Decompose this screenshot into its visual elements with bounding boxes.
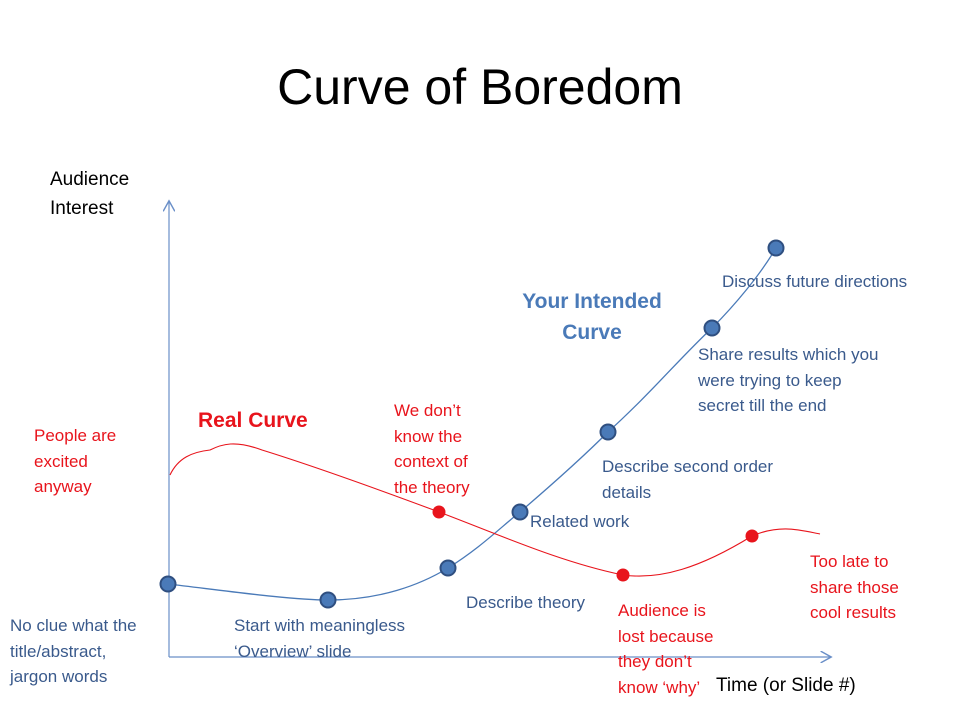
intended-curve-point-3 xyxy=(511,503,529,521)
intended-curve-point-0 xyxy=(159,575,177,593)
intended-point-label-5: Share results which you were trying to k… xyxy=(698,342,878,419)
label-line: ‘Overview’ slide xyxy=(234,641,352,661)
real-curve-point-0 xyxy=(432,505,446,519)
real-curve-title: Real Curve xyxy=(198,409,308,432)
label-line: secret till the end xyxy=(698,396,827,415)
real-point-label-1: Audience is lost because they don’t know… xyxy=(618,598,713,700)
y-axis-label-line-2: Interest xyxy=(50,198,114,219)
label-line: were trying to keep xyxy=(698,370,842,390)
label-line: they don’t xyxy=(618,652,692,671)
intended-point-label-2: Describe theory xyxy=(466,590,585,616)
label-line: the theory xyxy=(394,477,470,497)
label-line: details xyxy=(602,482,652,502)
label-line: Describe second order xyxy=(602,457,774,476)
x-axis-label: Time (or Slide #) xyxy=(716,675,856,696)
real-point-label-0: We don’t know the context of the theory xyxy=(394,398,470,500)
label-line: jargon words xyxy=(10,667,108,686)
intended-curve-point-4 xyxy=(599,423,617,441)
intended-point-label-4: Describe second order details xyxy=(602,454,773,505)
intended-point-label-6: Discuss future directions xyxy=(722,269,907,295)
intended-point-label-0: No clue what the title/abstract, jargon … xyxy=(10,613,137,690)
intended-curve-point-6 xyxy=(767,239,785,257)
intended-point-label-1: Start with meaningless ‘Overview’ slide xyxy=(234,613,405,664)
intended-point-label-3: Related work xyxy=(530,509,629,535)
label-line: lost because xyxy=(618,626,714,646)
label-line: We don’t xyxy=(394,401,461,420)
label-line: context of xyxy=(394,452,468,471)
slide-title: Curve of Boredom xyxy=(277,59,683,115)
real-curve-point-2 xyxy=(745,529,759,543)
intended-curve-title-line-2: Curve xyxy=(562,321,622,344)
intended-curve-title-line-1: Your Intended xyxy=(522,290,662,313)
label-line: know the xyxy=(394,426,463,446)
label-line: Share results which you xyxy=(698,345,879,364)
intended-curve-point-5 xyxy=(703,319,721,337)
start-label-line-2: excited xyxy=(34,451,88,471)
label-line: Too late to xyxy=(810,552,889,571)
real-curve-line xyxy=(169,443,821,577)
label-line: cool results xyxy=(810,603,896,622)
label-line: Related work xyxy=(530,512,630,531)
intended-curve-title: Your Intended Curve xyxy=(508,286,676,348)
label-line: title/abstract, xyxy=(10,641,107,661)
label-line: Describe theory xyxy=(466,593,586,612)
real-curve-start-label: People are excited anyway xyxy=(34,423,116,500)
label-line: Discuss future directions xyxy=(722,272,908,291)
label-line: Start with meaningless xyxy=(234,616,406,635)
label-line: No clue what the xyxy=(10,616,137,635)
label-line: Audience is xyxy=(618,601,706,620)
label-line: share those xyxy=(810,577,899,597)
intended-curve-point-2 xyxy=(439,559,457,577)
start-label-line-1: People are xyxy=(34,426,117,445)
y-axis-label-line-1: Audience xyxy=(50,169,130,190)
intended-curve-point-1 xyxy=(319,591,337,609)
start-label-line-3: anyway xyxy=(34,477,92,496)
label-line: know ‘why’ xyxy=(618,677,701,697)
real-point-label-2: Too late to share those cool results xyxy=(810,549,899,626)
real-curve-point-1 xyxy=(616,568,630,582)
